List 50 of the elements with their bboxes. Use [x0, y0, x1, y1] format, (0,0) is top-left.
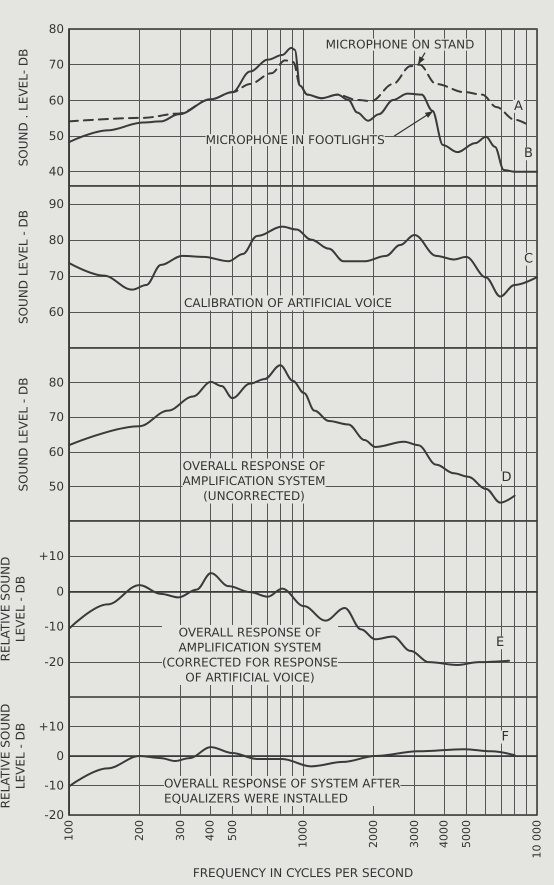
y-axis-title: RELATIVE SOUND LEVEL - DB: [0, 704, 28, 808]
x-tick-label: 300: [174, 820, 188, 841]
annotation: MICROPHONE ON STAND: [326, 38, 474, 52]
series-label: C: [524, 252, 534, 267]
y-tick-label: 60: [48, 444, 64, 459]
y-tick-label: -20: [44, 654, 64, 669]
y-tick-label: 50: [48, 479, 64, 494]
y-tick-label: 0: [56, 749, 64, 763]
y-axis-title: SOUND LEVEL - DB: [16, 377, 30, 492]
y-tick-label: 0: [56, 584, 64, 598]
annotation: MICROPHONE IN FOOTLIGHTS: [206, 133, 385, 148]
x-axis-title: FREQUENCY IN CYCLES PER SECOND: [192, 866, 414, 880]
annotation: CALIBRATION OF ARTIFICIAL VOICE: [184, 296, 392, 310]
x-tick-label: 400: [203, 820, 216, 841]
x-tick-label: 5000: [460, 820, 474, 848]
y-tick-label: 70: [48, 410, 64, 424]
y-tick-label: +10: [38, 549, 64, 564]
x-tick-label: 4000: [437, 820, 450, 848]
y-axis-title: SOUND LEVEL - DB: [16, 210, 30, 324]
annotation: OVERALL RESPONSE OF AMPLIFICATION SYSTEM (UNCORRECTED): [182, 459, 326, 503]
y-tick-label: 70: [48, 269, 64, 283]
y-tick-label: -20: [44, 808, 64, 822]
y-tick-label: 50: [48, 129, 64, 144]
x-tick-label: 200: [132, 820, 146, 841]
y-tick-label: 80: [48, 22, 64, 36]
series-label: D: [502, 470, 512, 486]
y-tick-label: -10: [44, 778, 64, 792]
series-label: F: [502, 730, 510, 745]
x-tick-label: 500: [226, 820, 240, 841]
y-tick-label: +10: [38, 720, 64, 734]
y-axis-title: RELATIVE SOUND LEVEL - DB: [0, 556, 28, 662]
y-axis-title: SOUND . LEVEL- DB: [16, 48, 30, 166]
y-tick-label: 60: [48, 93, 64, 108]
y-tick-label: 90: [48, 197, 64, 211]
series-label: E: [496, 635, 504, 650]
x-tick-label: 3000: [408, 820, 422, 848]
series-label: B: [524, 146, 533, 162]
x-tick-label: 100: [62, 820, 76, 841]
y-tick-label: 60: [48, 305, 64, 319]
y-tick-label: 80: [48, 376, 64, 390]
series-label: A: [514, 98, 523, 114]
x-tick-label: 1000: [296, 820, 310, 848]
y-tick-label: 80: [48, 233, 64, 247]
annotation: OVERALL RESPONSE OF AMPLIFICATION SYSTEM (CORRECTED FOR RESPONSE OF ARTIFICIAL VOICE): [162, 626, 338, 684]
annotation: OVERALL RESPONSE OF SYSTEM AFTER EQUALIZERS WERE INSTALLED: [164, 776, 400, 806]
x-tick-label: 2000: [366, 820, 380, 848]
x-tick-label: 10 000: [530, 820, 544, 858]
y-tick-label: 70: [48, 58, 64, 72]
y-tick-label: 40: [48, 164, 64, 179]
y-tick-label: -10: [44, 620, 64, 634]
